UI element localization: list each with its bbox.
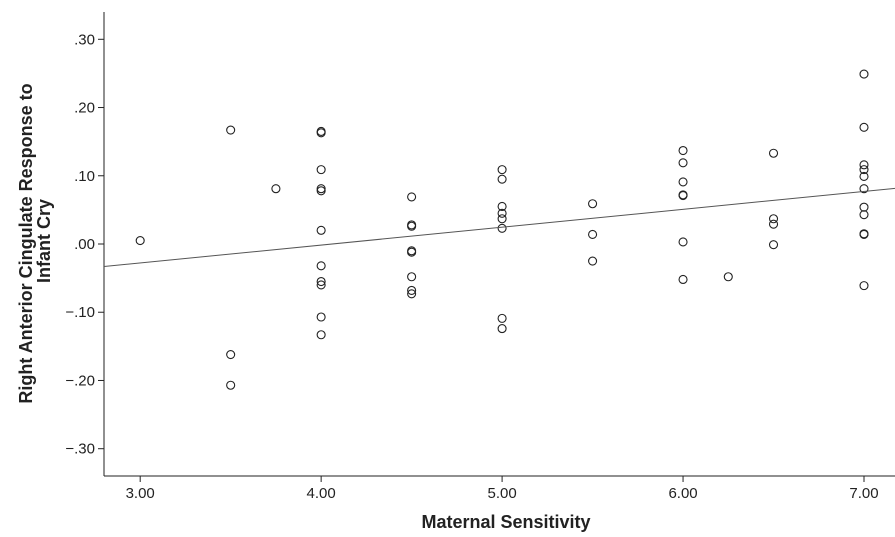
data-point [859, 171, 869, 181]
data-point [407, 272, 417, 282]
x-axis-title: Maternal Sensitivity [421, 512, 590, 532]
data-point [588, 256, 598, 266]
data-point [226, 380, 236, 390]
data-point [407, 285, 417, 295]
data-point [407, 247, 417, 257]
data-point [859, 184, 869, 194]
x-tick-label: 7.00 [849, 485, 878, 502]
y-tick-label: .30 [74, 31, 95, 48]
data-point [316, 186, 326, 196]
fit-line [103, 187, 895, 268]
data-point [226, 349, 236, 360]
data-points [135, 69, 869, 390]
data-point [678, 237, 688, 247]
y-axis-title-line-1: Right Anterior Cingulate Response to [16, 83, 36, 403]
x-tick-label: 5.00 [487, 485, 516, 502]
data-point [316, 280, 326, 290]
data-point [407, 289, 417, 299]
data-point [859, 202, 869, 212]
data-point [316, 276, 326, 287]
data-point [316, 128, 326, 138]
data-point [768, 214, 779, 224]
data-point [497, 208, 507, 218]
data-point [588, 199, 598, 209]
data-point [859, 122, 869, 132]
y-axis-title-line-2: Infant Cry [34, 199, 54, 283]
data-point [316, 165, 326, 175]
data-point [588, 229, 598, 239]
y-tick-label: −.30 [65, 441, 95, 458]
axes [103, 12, 895, 477]
data-point [678, 274, 688, 285]
data-point [768, 219, 779, 229]
y-tick-label: .00 [74, 236, 95, 253]
data-point [768, 240, 779, 250]
data-point [723, 272, 733, 282]
y-axis-title: Right Anterior Cingulate Response to Inf… [16, 78, 54, 403]
data-point [859, 165, 869, 175]
y-tick-label: .20 [74, 100, 95, 117]
x-tick-label: 4.00 [307, 485, 336, 502]
data-point [271, 184, 281, 194]
data-point [678, 158, 688, 168]
data-point [497, 324, 507, 334]
data-point [859, 281, 869, 291]
data-point [678, 145, 688, 156]
x-axis-ticks: 3.00 4.00 5.00 6.00 7.00 [126, 476, 879, 502]
data-point [497, 165, 507, 175]
x-tick-label: 3.00 [126, 485, 155, 502]
data-point [316, 312, 326, 322]
data-point [497, 214, 507, 224]
data-point [497, 313, 507, 323]
data-point [859, 210, 869, 220]
y-axis-ticks: .30 .20 .10 .00 −.10 −.20 −.30 [65, 31, 104, 458]
fit-line-group [103, 187, 895, 268]
y-tick-label: −.10 [65, 304, 95, 321]
data-point [497, 201, 507, 212]
data-point [407, 221, 417, 231]
data-point [407, 192, 417, 202]
data-point [678, 191, 688, 201]
data-point [226, 125, 236, 135]
data-point [316, 330, 326, 340]
x-tick-label: 6.00 [668, 485, 697, 502]
data-point [497, 223, 507, 233]
data-point [316, 261, 326, 271]
data-point [859, 160, 869, 170]
data-point [859, 229, 869, 239]
data-point [497, 174, 507, 184]
data-point [859, 69, 869, 79]
y-tick-label: −.20 [65, 372, 95, 389]
data-point [135, 236, 145, 246]
data-point [768, 148, 779, 158]
data-point [678, 177, 688, 187]
data-point [316, 225, 326, 235]
y-tick-label: .10 [74, 168, 95, 185]
